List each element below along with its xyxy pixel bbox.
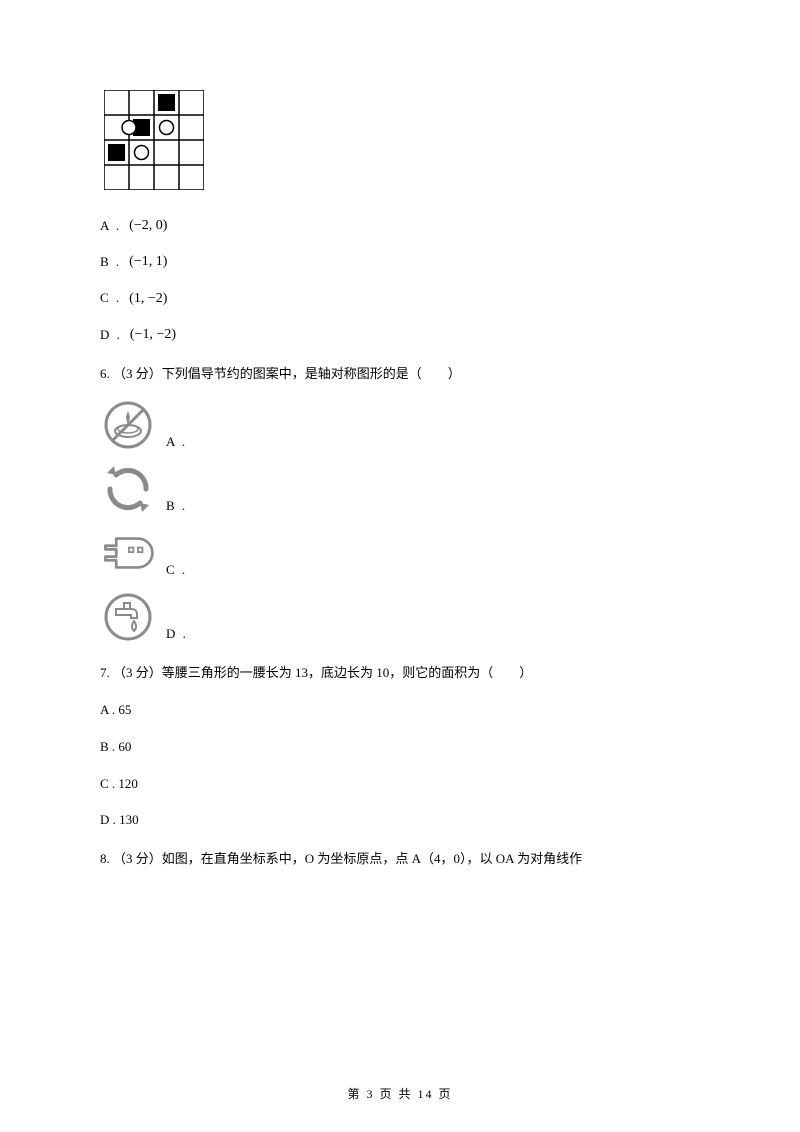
- q5-option-a: A . (−2, 0): [100, 215, 700, 237]
- footer-total: 14: [418, 1087, 434, 1101]
- option-letter: A .: [100, 702, 115, 717]
- q5-option-d: D . (−1, −2): [100, 324, 700, 346]
- option-value: (−2, 0): [129, 215, 167, 237]
- option-letter: C .: [100, 288, 121, 309]
- question-7-text: 7. （3 分）等腰三角形的一腰长为 13，底边长为 10，则它的面积为（ ）: [100, 663, 700, 684]
- option-value: (−1, −2): [130, 324, 176, 346]
- q6-option-b: B .: [100, 461, 700, 517]
- footer-suffix: 页: [439, 1087, 453, 1101]
- option-value: 120: [118, 776, 138, 791]
- q6-option-a: A .: [100, 397, 700, 453]
- go-board-svg: [104, 90, 204, 190]
- question-8-text: 8. （3 分）如图，在直角坐标系中，O 为坐标原点，点 A（4，0），以 OA…: [100, 849, 700, 870]
- no-food-icon: [100, 397, 156, 453]
- option-letter: A .: [166, 432, 187, 453]
- option-letter: B .: [100, 739, 115, 754]
- option-letter: C .: [100, 776, 115, 791]
- option-value: (−1, 1): [129, 251, 167, 273]
- option-letter: C .: [166, 560, 187, 581]
- footer-prefix: 第: [347, 1087, 361, 1101]
- option-value: 60: [118, 739, 131, 754]
- q6-option-d: D .: [100, 589, 700, 645]
- option-letter: B .: [100, 252, 121, 273]
- option-value: (1, −2): [129, 288, 167, 310]
- water-tap-icon: [100, 589, 156, 645]
- q5-option-b: B . (−1, 1): [100, 251, 700, 273]
- go-board-figure: [104, 90, 700, 197]
- q7-option-a: A . 65: [100, 700, 700, 721]
- option-letter: A .: [100, 216, 121, 237]
- q7-option-b: B . 60: [100, 737, 700, 758]
- question-6-text: 6. （3 分）下列倡导节约的图案中，是轴对称图形的是（ ）: [100, 364, 700, 385]
- option-letter: D .: [100, 812, 116, 827]
- plug-icon: [100, 525, 156, 581]
- option-letter: B .: [166, 496, 187, 517]
- option-value: 65: [118, 702, 131, 717]
- recycle-arrows-icon: [100, 461, 156, 517]
- footer-mid: 页 共: [379, 1087, 412, 1101]
- option-value: 130: [119, 812, 139, 827]
- q5-option-c: C . (1, −2): [100, 288, 700, 310]
- footer-current: 3: [366, 1087, 374, 1101]
- option-letter: D .: [100, 325, 122, 346]
- option-letter: D .: [166, 624, 188, 645]
- q7-option-d: D . 130: [100, 810, 700, 831]
- q7-option-c: C . 120: [100, 774, 700, 795]
- q6-option-c: C .: [100, 525, 700, 581]
- page-footer: 第 3 页 共 14 页: [0, 1085, 800, 1104]
